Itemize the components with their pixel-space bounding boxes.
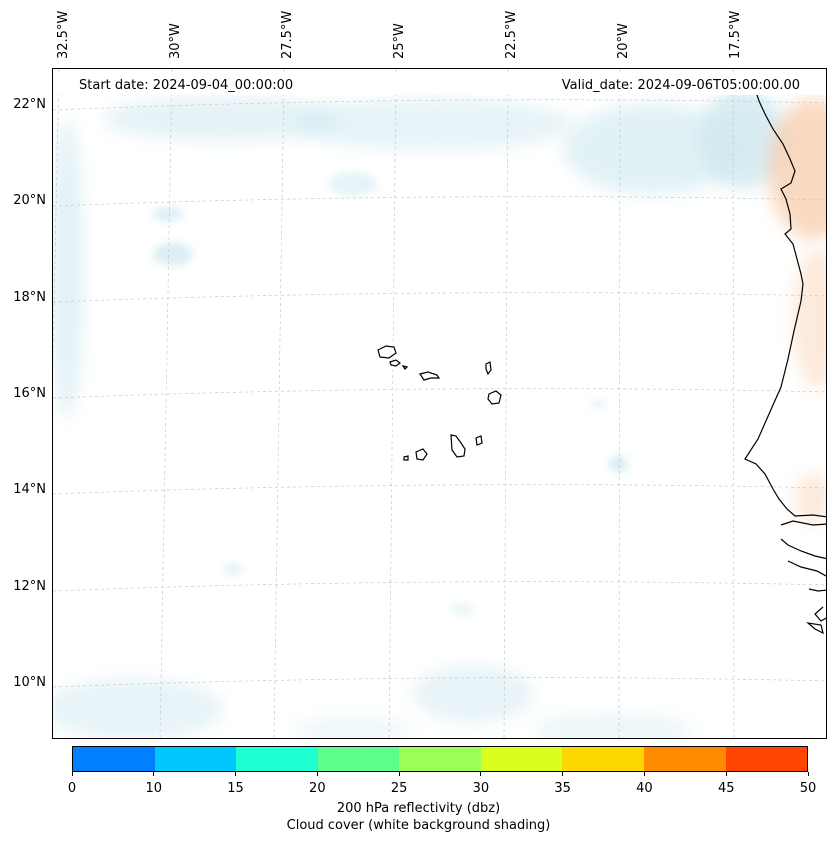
graticule [53,69,826,738]
valid-date-text: Valid_date: 2024-09-06T05:00:00.00 [561,78,800,93]
reflectivity-colorbar [72,746,808,772]
island-maio [475,435,483,446]
colorbar-swatch [399,747,481,771]
island-sal [485,361,492,376]
lat-label-12n: 12°N [13,579,46,594]
date-annotation-band [53,72,826,95]
lon-label-25w: 25°W [392,23,407,59]
map-canvas [53,69,826,738]
island-sao-vicente [389,359,401,367]
colorbar-tick-label: 0 [67,781,77,796]
colorbar-label-primary: 200 hPa reflectivity (dbz) [336,801,501,816]
colorbar-tick-mark [480,772,482,776]
colorbar-tick-label: 15 [227,781,244,796]
warm-shading [768,99,826,524]
colorbar-tick-mark [562,772,564,776]
colorbar-tick-mark [807,772,809,776]
island-sao-nicolau [419,371,441,381]
colorbar-tick-label: 10 [145,781,163,796]
start-date-text: Start date: 2024-09-04_00:00:00 [79,78,294,93]
colorbar-tick-mark [235,772,237,776]
colorbar-tick-label: 40 [636,781,653,796]
island-santa-luzia [401,365,409,370]
cape-verde-islands [377,345,502,461]
colorbar-tick-label: 35 [554,781,571,796]
colorbar-swatch [154,747,237,771]
island-fogo [415,448,428,461]
colorbar-tick-mark [153,772,155,776]
lat-label-20n: 20°N [13,193,46,208]
africa-coastline [744,88,826,635]
colorbar-tick-mark [71,772,73,776]
colorbar-tick-mark [398,772,400,776]
lon-label-20w: 20°W [616,23,631,59]
lon-label-17-5w: 17.5°W [728,10,743,59]
island-brava [403,455,409,461]
lon-label-32-5w: 32.5°W [56,10,71,59]
colorbar-swatch [236,747,318,771]
colorbar-tick-mark [643,772,645,776]
lat-label-18n: 18°N [13,290,46,305]
island-santo-antao [377,345,397,359]
colorbar-tick-mark [316,772,318,776]
island-boa-vista [487,390,502,405]
colorbar-tick-label: 50 [799,781,817,796]
colorbar-tick-label: 45 [717,781,735,796]
colorbar-tick-label: 25 [390,781,408,796]
lat-label-14n: 14°N [13,482,46,497]
lat-label-22n: 22°N [13,97,46,112]
colorbar-tick-label: 20 [309,781,326,796]
colorbar-swatch [73,747,155,771]
island-santiago [450,434,466,458]
lat-label-10n: 10°N [13,675,46,690]
cloud-cover-shading [53,89,788,738]
colorbar-tick-mark [725,772,727,776]
colorbar-label-secondary: Cloud cover (white background shading) [286,818,551,833]
lon-label-22-5w: 22.5°W [504,10,519,59]
colorbar-swatch [643,747,726,771]
lon-label-27-5w: 27.5°W [280,10,295,59]
lat-label-16n: 16°N [13,386,46,401]
colorbar-swatch [725,747,808,771]
map-panel[interactable] [52,68,827,739]
colorbar-swatch [562,747,644,771]
lon-label-30w: 30°W [168,23,183,59]
colorbar-swatch [480,747,563,771]
colorbar-swatch [317,747,400,771]
colorbar-tick-label: 30 [472,781,490,796]
